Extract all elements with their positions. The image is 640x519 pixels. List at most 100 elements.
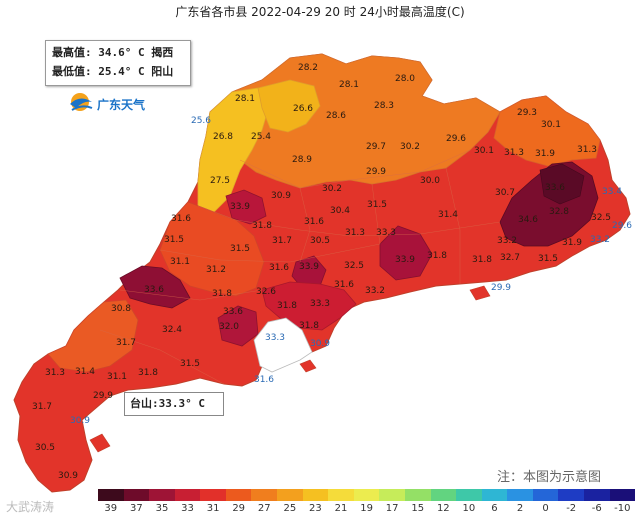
value-label: 30.9 — [58, 471, 78, 481]
legend-swatch — [609, 489, 636, 501]
value-label: 30.2 — [322, 184, 342, 194]
legend-swatch — [174, 489, 201, 501]
value-label: 33.9 — [230, 202, 250, 212]
legend-swatch — [404, 489, 431, 501]
value-label: 33.9 — [395, 255, 415, 265]
value-label: 33.4 — [602, 187, 622, 197]
value-label: 31.8 — [472, 255, 492, 265]
legend-swatch — [558, 489, 584, 501]
legend-swatch — [200, 489, 226, 501]
legend-swatch — [456, 489, 482, 501]
value-label: 32.0 — [219, 322, 239, 332]
value-label: 32.7 — [500, 253, 520, 263]
value-label: 31.3 — [345, 228, 365, 238]
value-label: 30.5 — [35, 443, 55, 453]
value-label: 31.9 — [562, 238, 582, 248]
value-label: 31.5 — [367, 200, 387, 210]
value-label: 31.6 — [171, 214, 191, 224]
value-label: 32.5 — [591, 213, 611, 223]
value-label: 33.2 — [365, 286, 385, 296]
hotspot-center — [379, 225, 433, 281]
legend-tick-label: -10 — [614, 503, 631, 514]
county-boundaries — [99, 149, 501, 385]
value-label: 31.8 — [427, 251, 447, 261]
value-label: 32.6 — [256, 287, 276, 297]
legend-swatch — [302, 489, 329, 501]
hotspot-east-inner — [539, 163, 585, 205]
value-label: 28.2 — [298, 63, 318, 73]
value-label: 29.9 — [366, 167, 386, 177]
value-label: 31.7 — [32, 402, 52, 412]
value-label: 26.6 — [293, 104, 313, 114]
stats-box: 最高值: 34.6° C 揭西 最低值: 25.4° C 阳山 — [45, 40, 191, 86]
value-label: 32.8 — [549, 207, 569, 217]
value-label: 31.4 — [75, 367, 95, 377]
legend-tick-label: 31 — [206, 503, 220, 514]
value-label: 33.3 — [265, 333, 285, 343]
value-label: 28.1 — [339, 80, 359, 90]
value-label: 31.3 — [504, 148, 524, 158]
value-label: 33.6 — [545, 183, 565, 193]
pearl-river-estuary — [253, 317, 313, 373]
value-label: 31.5 — [538, 254, 558, 264]
guangdong-weather-logo: 广东天气 — [66, 90, 156, 116]
min-value-label: 最低值: 25.4° C 阳山 — [52, 65, 174, 78]
value-labels: 28.2 28.0 28.1 28.1 26.6 28.3 28.6 25.6 29.3 30.1… — [32, 63, 632, 481]
island-3 — [469, 285, 491, 301]
legend-swatch — [98, 489, 124, 501]
legend-tick-label: 19 — [360, 503, 373, 514]
value-label: 33.6 — [223, 307, 243, 317]
value-label: 31.6 — [334, 280, 354, 290]
value-label: 31.4 — [438, 210, 458, 220]
logo-text: 广东天气 — [97, 98, 146, 112]
value-label: 33.3 — [376, 228, 396, 238]
value-label: 30.8 — [111, 304, 131, 314]
value-label: 33.3 — [310, 299, 330, 309]
value-label: 27.5 — [210, 176, 230, 186]
value-label: 28.0 — [395, 74, 415, 84]
value-label: 30.9 — [310, 339, 330, 349]
region-central-yellow — [257, 79, 321, 133]
value-label: 28.9 — [292, 155, 312, 165]
value-label: 31.8 — [252, 221, 272, 231]
legend-swatch — [532, 489, 559, 501]
legend-swatch — [430, 489, 457, 501]
value-label: 33.2 — [590, 235, 610, 245]
value-label: 31.5 — [180, 359, 200, 369]
taishan-callout: 台山:33.3° C — [124, 392, 224, 416]
legend-ticks: 39 37 35 33 31 29 27 25 23 21 19 17 15 12 10 6 2 0 -2 -6 -10 — [98, 503, 635, 514]
value-label: 31.2 — [206, 265, 226, 275]
legend-tick-label: -2 — [566, 503, 577, 514]
value-label: 25.4 — [251, 132, 271, 142]
value-label: 28.1 — [235, 94, 255, 104]
value-label: 31.5 — [164, 235, 184, 245]
value-label: 31.8 — [212, 289, 232, 299]
value-label: 28.3 — [374, 101, 394, 111]
legend-swatch — [379, 489, 405, 501]
region-southwest — [47, 299, 139, 373]
value-label: 26.8 — [213, 132, 233, 142]
watermark: 大武涛涛 — [6, 500, 55, 514]
legend-tick-label: 29 — [232, 503, 246, 514]
max-value-label: 最高值: 34.6° C 揭西 — [52, 46, 174, 59]
value-label: 31.8 — [138, 368, 158, 378]
legend-swatch — [225, 489, 252, 501]
region-northeast-orange — [493, 95, 601, 167]
legend-swatch — [507, 489, 533, 501]
legend-swatch — [481, 489, 508, 501]
value-label: 29.7 — [366, 142, 386, 152]
value-label: 30.7 — [495, 188, 515, 198]
value-label: 30.2 — [400, 142, 420, 152]
legend-tick-label: 2 — [516, 503, 524, 514]
value-label: 31.9 — [535, 149, 555, 159]
legend-tick-label: 27 — [257, 503, 271, 514]
value-label: 30.5 — [310, 236, 330, 246]
value-label: 30.4 — [330, 206, 350, 216]
value-label: 31.7 — [272, 236, 292, 246]
value-label: 30.1 — [541, 120, 561, 130]
legend-tick-label: 15 — [411, 503, 425, 514]
value-label: 30.9 — [271, 191, 291, 201]
legend-tick-label: 39 — [104, 503, 118, 514]
value-label: 31.7 — [116, 338, 136, 348]
